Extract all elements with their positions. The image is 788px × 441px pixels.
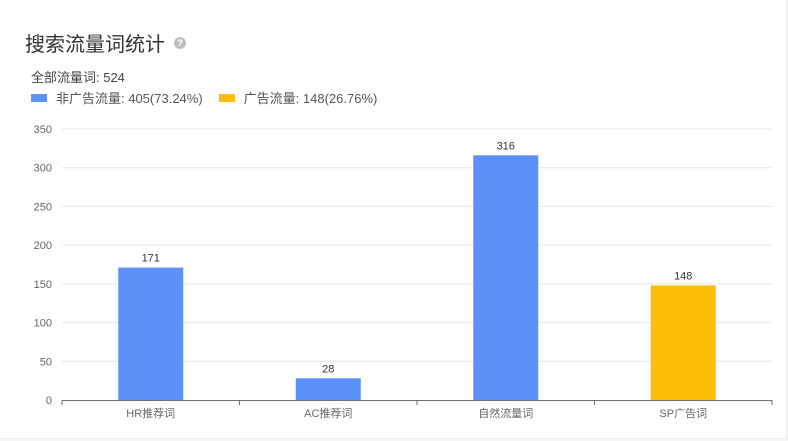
data-label: 28	[322, 363, 334, 375]
y-tick-label: 50	[40, 356, 52, 368]
y-tick-label: 150	[34, 279, 52, 291]
legend-label: 非广告流量: 405(73.24%)	[56, 91, 203, 106]
y-tick-label: 350	[34, 124, 52, 136]
x-tick-label: SP广告词	[659, 407, 707, 420]
question-circle-icon[interactable]: ?	[174, 36, 186, 49]
bar[interactable]	[473, 155, 539, 400]
legend-label: 广告流量: 148(26.76%)	[243, 91, 378, 106]
legend-swatch	[218, 93, 235, 102]
x-tick-label: HR推荐词	[126, 406, 175, 420]
data-label: 148	[674, 270, 692, 282]
chart-title-row: 搜索流量词统计 ?	[25, 28, 186, 57]
legend-swatch	[31, 93, 47, 102]
data-label: 316	[497, 140, 515, 152]
legend: 非广告流量: 405(73.24%) 广告流量: 148(26.76%)	[31, 88, 393, 107]
y-tick-label: 300	[34, 163, 52, 175]
y-tick-label: 100	[34, 318, 52, 330]
y-tick-label: 200	[34, 240, 52, 252]
y-tick-label: 250	[34, 201, 52, 213]
bar[interactable]	[118, 267, 184, 400]
bar[interactable]	[295, 378, 361, 400]
legend-item-non-ad[interactable]: 非广告流量: 405(73.24%)	[31, 88, 203, 107]
x-tick-label: AC推荐词	[304, 406, 352, 420]
chart-title: 搜索流量词统计	[25, 34, 165, 56]
x-tick-label: 自然流量词	[478, 406, 533, 420]
y-tick-label: 0	[46, 395, 52, 407]
bar[interactable]	[650, 285, 716, 400]
legend-item-ad[interactable]: 广告流量: 148(26.76%)	[218, 88, 378, 107]
total-keywords: 全部流量词: 524	[31, 70, 125, 85]
data-label: 171	[142, 253, 160, 265]
